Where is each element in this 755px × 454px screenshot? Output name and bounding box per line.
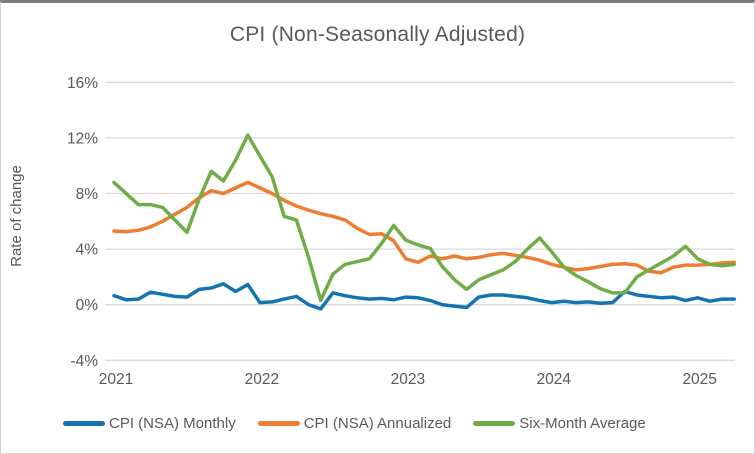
x-tick-label: 2025 — [682, 371, 716, 388]
legend-item-cpi-nsa-annualized: CPI (NSA) Annualized — [257, 415, 452, 432]
y-tick-label: 16% — [67, 75, 98, 92]
legend-label-cpi-nsa-annualized: CPI (NSA) Annualized — [303, 415, 452, 432]
plot-area: -4% 0% 4% 8% 12% 16% 2021 2022 2023 2024 2025 — [67, 75, 736, 388]
legend-label-six-month-average: Six-Month Average — [519, 415, 646, 432]
series-line-six-month-average — [112, 133, 736, 303]
series-line-cpi-nsa-monthly — [112, 282, 736, 311]
y-tick-label: 0% — [76, 297, 99, 314]
x-tick-label: 2023 — [391, 371, 425, 388]
chart-title: CPI (Non-Seasonally Adjusted) — [229, 23, 526, 46]
legend-marker-cpi-nsa-annualized — [257, 421, 300, 426]
x-tick-label: 2024 — [537, 371, 572, 388]
legend-label-cpi-nsa-monthly: CPI (NSA) Monthly — [109, 415, 236, 432]
y-tick-label: 12% — [67, 130, 98, 147]
x-tick-label: 2021 — [99, 371, 133, 388]
y-tick-label: -4% — [70, 353, 98, 370]
series-line-cpi-nsa-annualized — [112, 180, 736, 275]
legend-marker-cpi-nsa-monthly — [63, 421, 105, 426]
legend-item-cpi-nsa-monthly: CPI (NSA) Monthly — [63, 415, 236, 432]
y-tick-label: 8% — [76, 186, 99, 203]
x-tick-label: 2022 — [245, 371, 279, 388]
chart-legend: CPI (NSA) Monthly CPI (NSA) Annualized Six… — [63, 415, 646, 432]
legend-marker-six-month-average — [473, 421, 516, 426]
y-tick-label: 4% — [76, 242, 99, 259]
legend-item-six-month-average: Six-Month Average — [473, 415, 646, 432]
